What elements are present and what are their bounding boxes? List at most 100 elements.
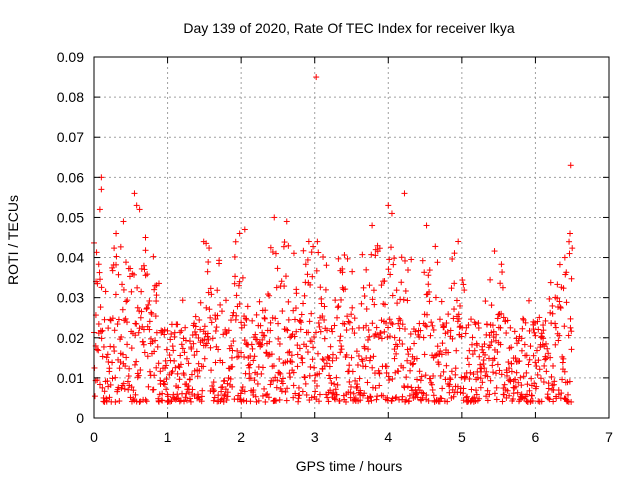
data-point (169, 343, 176, 350)
data-point (106, 394, 113, 401)
data-point (423, 392, 430, 399)
data-point (111, 327, 118, 334)
data-point (497, 324, 504, 331)
data-point (510, 395, 517, 402)
data-point (386, 377, 393, 384)
data-point (546, 295, 553, 302)
data-point (394, 300, 401, 307)
data-point (544, 391, 551, 398)
data-point (458, 333, 465, 340)
data-point (153, 364, 160, 371)
data-point (116, 398, 123, 405)
data-point (306, 318, 313, 325)
x-tick-label: 2 (237, 429, 245, 445)
data-point (443, 320, 450, 327)
data-point (106, 365, 113, 372)
data-point (273, 284, 280, 291)
data-point (507, 324, 514, 331)
data-point (193, 331, 200, 338)
data-point (493, 396, 500, 403)
data-point (117, 243, 124, 250)
data-point (121, 385, 128, 392)
data-point (441, 324, 448, 331)
data-point (241, 322, 248, 329)
data-point (113, 253, 120, 260)
data-point (194, 395, 201, 402)
data-point (487, 276, 494, 283)
data-point (207, 344, 214, 351)
data-point (193, 348, 200, 355)
data-point (291, 333, 298, 340)
data-point (425, 272, 432, 279)
data-point (401, 326, 408, 333)
data-point (266, 338, 273, 345)
data-point (150, 253, 157, 260)
data-point (292, 305, 299, 312)
data-point (277, 370, 284, 377)
data-point (428, 319, 435, 326)
data-point (191, 352, 198, 359)
data-point (563, 269, 570, 276)
data-point (308, 310, 315, 317)
data-point (284, 385, 291, 392)
data-point (209, 335, 216, 342)
data-point (255, 397, 262, 404)
data-point (203, 304, 210, 311)
data-point (561, 368, 568, 375)
data-point (229, 383, 236, 390)
data-point (407, 345, 414, 352)
data-point (328, 380, 335, 387)
data-point (347, 389, 354, 396)
data-point (335, 303, 342, 310)
data-point (251, 377, 258, 384)
data-point (451, 306, 458, 313)
data-point (101, 316, 108, 323)
y-axis-title: ROTI / TECUs (5, 195, 21, 285)
data-point (287, 374, 294, 381)
data-point (346, 319, 353, 326)
data-point (437, 395, 444, 402)
data-point (195, 334, 202, 341)
data-point (230, 338, 237, 345)
data-point (563, 299, 570, 306)
data-point (247, 375, 254, 382)
data-point (369, 320, 376, 327)
data-point (428, 381, 435, 388)
data-point (98, 335, 105, 342)
data-point (450, 393, 457, 400)
data-point (171, 329, 178, 336)
data-point (533, 347, 540, 354)
data-point (163, 376, 170, 383)
data-point (315, 319, 322, 326)
data-point (233, 292, 240, 299)
data-point (351, 396, 358, 403)
data-point (241, 388, 248, 395)
data-point (445, 311, 452, 318)
data-point (331, 381, 338, 388)
data-point (305, 329, 312, 336)
data-point (290, 307, 297, 314)
data-point (361, 345, 368, 352)
data-point (365, 398, 372, 405)
data-point (392, 395, 399, 402)
data-point (150, 386, 157, 393)
data-point (400, 364, 407, 371)
data-point (155, 280, 162, 287)
data-point (559, 359, 566, 366)
data-point (137, 314, 144, 321)
data-point (119, 281, 126, 288)
data-point (366, 357, 373, 364)
data-point (383, 363, 390, 370)
data-point (123, 354, 130, 361)
data-point (225, 327, 232, 334)
data-point (513, 369, 520, 376)
data-point (321, 316, 328, 323)
data-point (313, 382, 320, 389)
data-point (163, 386, 170, 393)
data-point (238, 387, 245, 394)
data-point (443, 362, 450, 369)
data-point (395, 320, 402, 327)
data-point (97, 304, 104, 311)
data-point (437, 348, 444, 355)
data-point (294, 342, 301, 349)
